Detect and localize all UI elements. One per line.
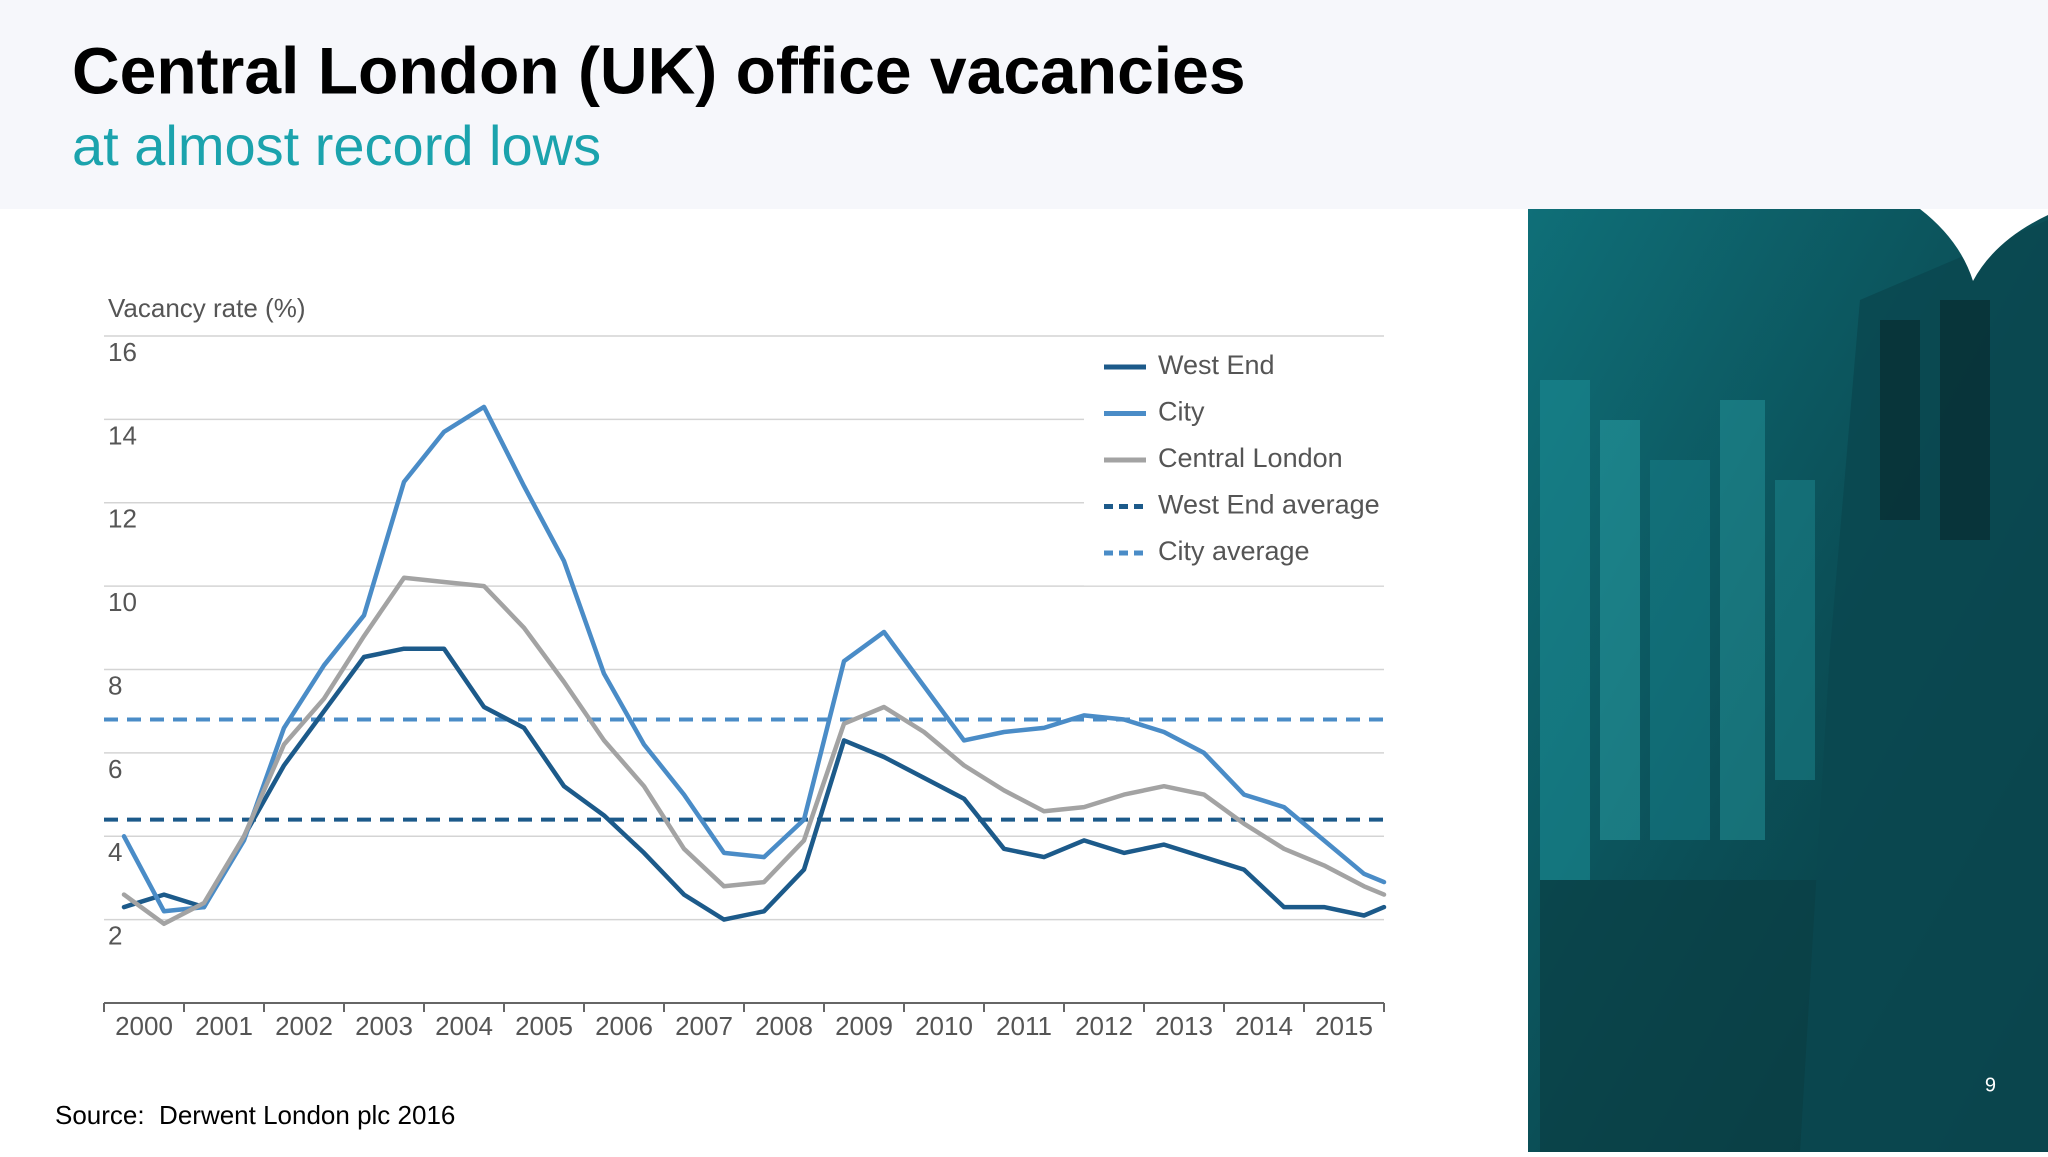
legend-label: West End average	[1158, 490, 1380, 520]
y-tick-label: 10	[108, 587, 137, 617]
x-tick-label: 2001	[195, 1011, 253, 1041]
x-tick-label: 2010	[915, 1011, 973, 1041]
x-tick-label: 2011	[996, 1011, 1052, 1041]
y-tick-label: 14	[108, 420, 137, 450]
slide-title: Central London (UK) office vacancies	[72, 33, 1246, 107]
x-tick-label: 2014	[1235, 1011, 1293, 1041]
legend: West End City Central London West End avera…	[1084, 339, 1384, 586]
x-tick-label: 2004	[435, 1011, 493, 1041]
line-series	[121, 646, 1387, 922]
y-tick-label: 6	[108, 754, 122, 784]
x-tick-label: 2012	[1075, 1011, 1133, 1041]
y-tick-label: 4	[108, 837, 122, 867]
line-series	[121, 575, 1387, 927]
legend-label: City	[1158, 397, 1205, 427]
x-tick-label: 2007	[675, 1011, 733, 1041]
y-tick-label: 8	[108, 670, 122, 700]
x-tick-label: 2008	[755, 1011, 813, 1041]
line-series	[121, 404, 1387, 914]
page-number: 9	[1985, 1074, 1996, 1096]
legend-label: West End	[1158, 350, 1275, 380]
x-tick-label: 2013	[1155, 1011, 1213, 1041]
y-tick-label: 2	[108, 921, 122, 951]
legend-label: City average	[1158, 536, 1310, 566]
x-tick-label: 2002	[275, 1011, 333, 1041]
x-tick-label: 2009	[835, 1011, 893, 1041]
x-tick-label: 2006	[595, 1011, 653, 1041]
slide-subtitle: at almost record lows	[72, 114, 601, 177]
photo-panel	[1528, 209, 2048, 1152]
x-tick-label: 2005	[515, 1011, 573, 1041]
x-tick-label: 2015	[1315, 1011, 1373, 1041]
legend-label: Central London	[1158, 443, 1343, 473]
y-tick-label: 12	[108, 504, 137, 534]
source-note: Source: Derwent London plc 2016	[55, 1100, 455, 1130]
x-tick-label: 2003	[355, 1011, 413, 1041]
x-tick-label: 2000	[115, 1011, 173, 1041]
y-axis-label: Vacancy rate (%)	[108, 293, 305, 323]
y-tick-label: 16	[108, 337, 137, 367]
header-band	[0, 0, 2048, 209]
